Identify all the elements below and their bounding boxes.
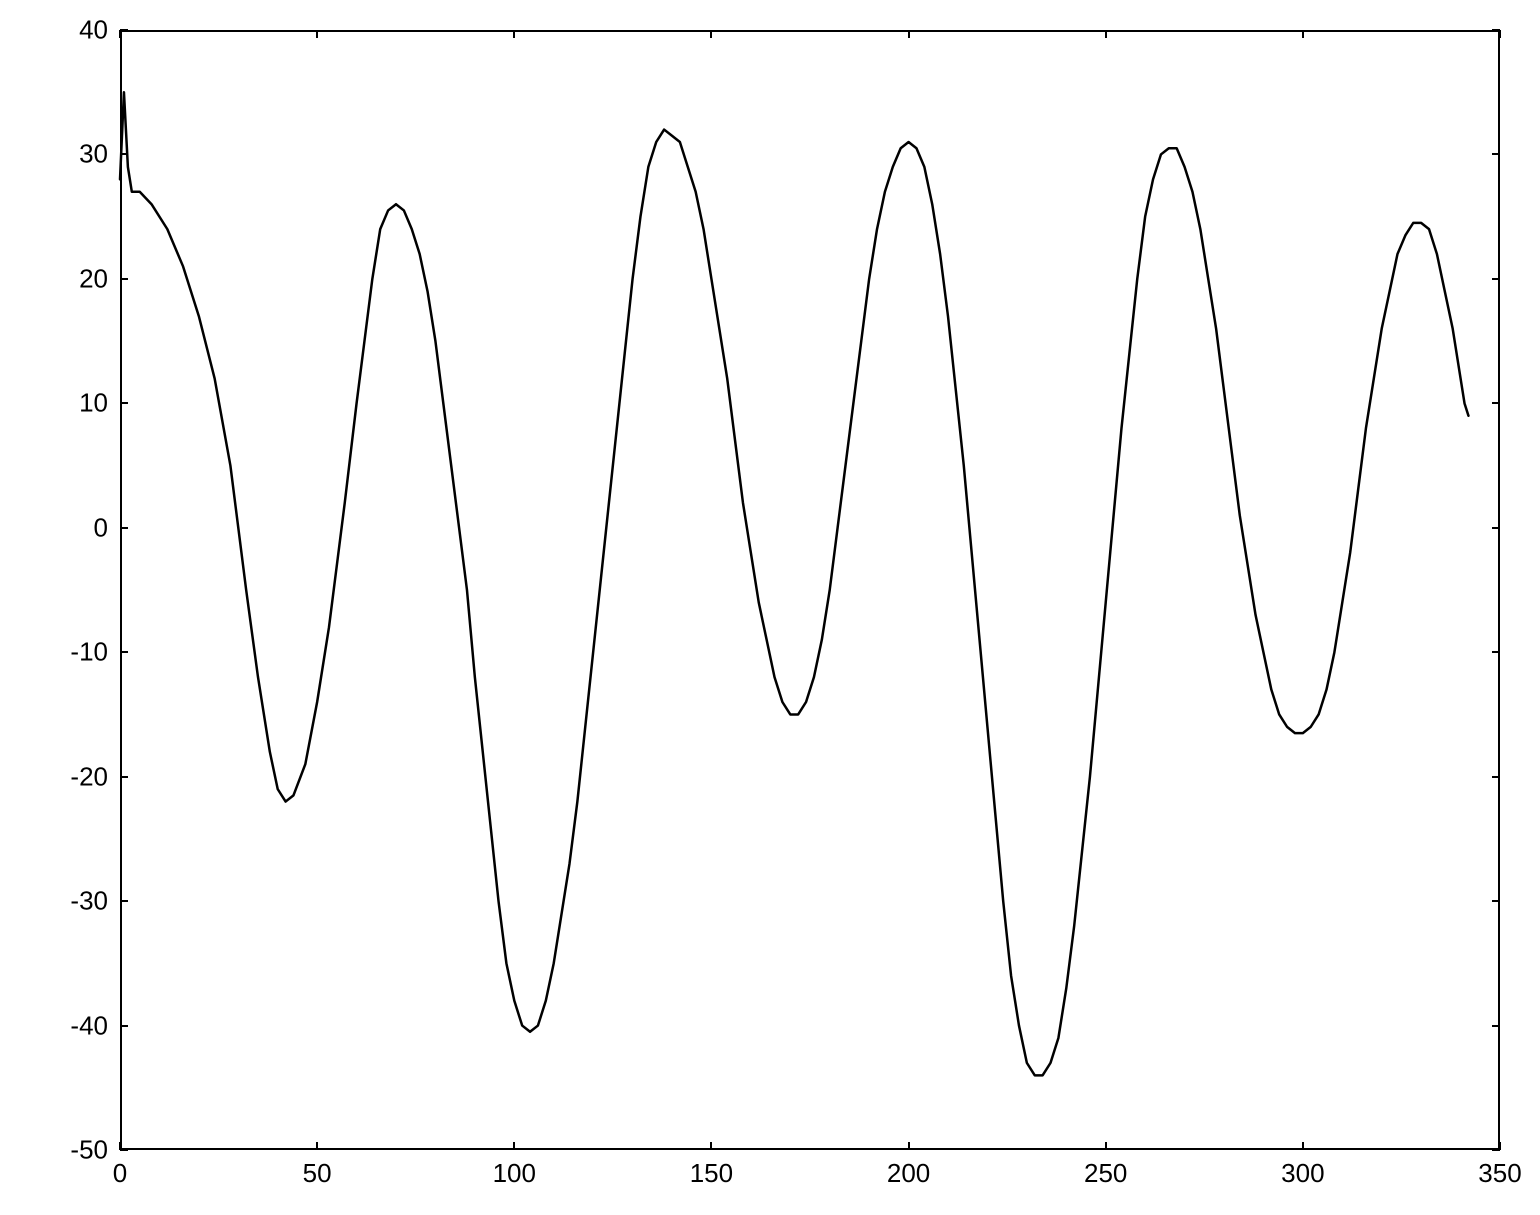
y-tick-mark: [1492, 278, 1500, 280]
y-tick-mark: [120, 1025, 128, 1027]
y-tick-mark: [1492, 29, 1500, 31]
y-tick-mark: [1492, 900, 1500, 902]
x-tick-mark: [316, 30, 318, 38]
x-tick-label: 0: [113, 1158, 127, 1189]
x-tick-mark: [1499, 30, 1501, 38]
x-tick-mark: [119, 30, 121, 38]
y-tick-mark: [1492, 402, 1500, 404]
y-tick-label: 20: [79, 263, 108, 294]
y-tick-mark: [120, 651, 128, 653]
x-tick-mark: [513, 1142, 515, 1150]
x-tick-mark: [1302, 30, 1304, 38]
y-tick-mark: [120, 278, 128, 280]
x-tick-label: 50: [303, 1158, 332, 1189]
y-tick-label: 40: [79, 15, 108, 46]
x-tick-label: 200: [887, 1158, 930, 1189]
x-tick-mark: [1105, 30, 1107, 38]
x-tick-label: 100: [493, 1158, 536, 1189]
x-tick-mark: [1105, 1142, 1107, 1150]
y-tick-label: -20: [70, 761, 108, 792]
x-tick-label: 250: [1084, 1158, 1127, 1189]
x-tick-mark: [908, 1142, 910, 1150]
y-tick-label: -30: [70, 886, 108, 917]
x-tick-mark: [710, 1142, 712, 1150]
y-tick-label: 10: [79, 388, 108, 419]
x-tick-mark: [1302, 1142, 1304, 1150]
x-tick-mark: [316, 1142, 318, 1150]
x-tick-label: 150: [690, 1158, 733, 1189]
y-tick-mark: [1492, 527, 1500, 529]
y-tick-mark: [120, 776, 128, 778]
y-tick-label: 30: [79, 139, 108, 170]
y-tick-mark: [120, 900, 128, 902]
x-tick-label: 350: [1478, 1158, 1521, 1189]
y-tick-label: 0: [94, 512, 108, 543]
y-tick-mark: [120, 29, 128, 31]
y-tick-mark: [120, 402, 128, 404]
x-tick-mark: [513, 30, 515, 38]
y-tick-mark: [1492, 153, 1500, 155]
y-tick-mark: [1492, 651, 1500, 653]
plot-canvas: [0, 0, 1540, 1215]
figure: 0 50 100 150 200 250 300 350 -50 -40 -30 -20 -10 0 10 2…: [0, 0, 1540, 1215]
y-tick-mark: [120, 153, 128, 155]
y-tick-mark: [120, 527, 128, 529]
line-series: [120, 92, 1468, 1075]
y-tick-mark: [1492, 1149, 1500, 1151]
x-tick-mark: [710, 30, 712, 38]
x-tick-mark: [908, 30, 910, 38]
y-tick-mark: [1492, 776, 1500, 778]
y-tick-label: -50: [70, 1135, 108, 1166]
x-tick-label: 300: [1281, 1158, 1324, 1189]
y-tick-label: -10: [70, 637, 108, 668]
y-tick-mark: [120, 1149, 128, 1151]
y-tick-label: -40: [70, 1010, 108, 1041]
y-tick-mark: [1492, 1025, 1500, 1027]
